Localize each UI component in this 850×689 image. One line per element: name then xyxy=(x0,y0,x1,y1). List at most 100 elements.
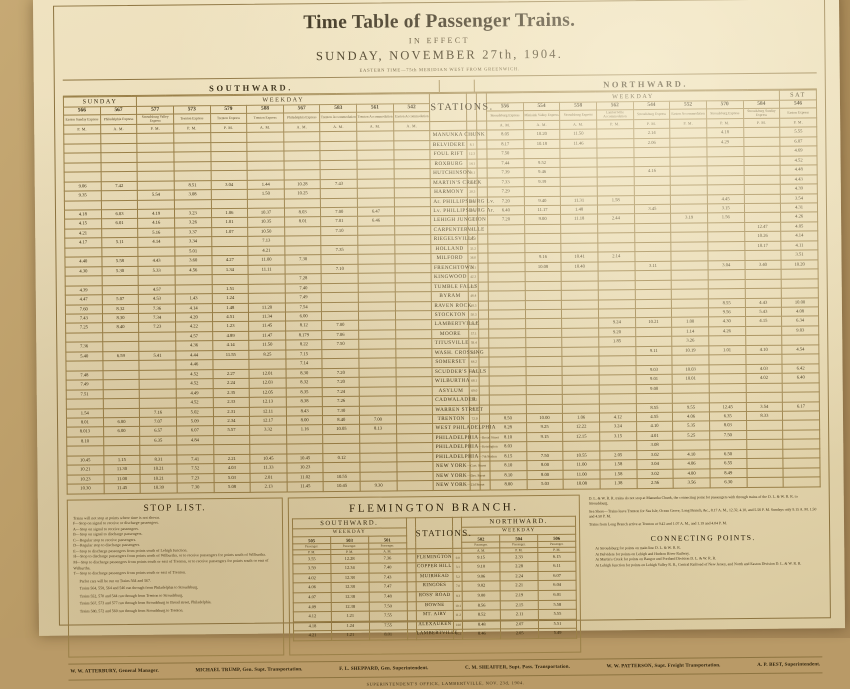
time-cell-south: 12.11 xyxy=(250,406,287,416)
time-cell-north xyxy=(634,148,671,158)
time-cell-south xyxy=(137,162,174,172)
flemington-time-north: 6.15 xyxy=(538,552,576,562)
time-cell-north: 10.03 xyxy=(672,365,709,375)
time-cell-south: 7.00 xyxy=(321,207,358,217)
time-cell-south: 7.43 xyxy=(65,314,102,324)
time-cell-north xyxy=(672,289,709,299)
time-cell-south: 8.32 xyxy=(286,378,323,388)
time-cell-north xyxy=(635,299,672,309)
time-cell-north xyxy=(709,364,746,374)
time-cell-south xyxy=(395,244,432,254)
time-cell-north: 11.31 xyxy=(561,196,598,206)
time-cell-north: 6.17 xyxy=(783,401,820,411)
official-name: W. W. PATTERSON, xyxy=(607,664,654,669)
time-cell-north xyxy=(744,194,781,204)
time-cell-north xyxy=(562,328,599,338)
flemington-time-south: 3.59 xyxy=(293,564,331,574)
time-cell-south: 4.44 xyxy=(176,350,213,360)
stop-list-note: Trains 552, 570 and 544 run through from… xyxy=(74,592,278,600)
time-cell-south xyxy=(395,292,432,302)
flemington-stopcode-south xyxy=(406,553,415,563)
time-cell-north xyxy=(525,328,562,338)
ampm-label-north: A. M. xyxy=(523,120,560,130)
flemington-panel: FLEMINGTON BRANCH. SOUTHWARD.STATIONS.NO… xyxy=(288,494,582,655)
time-cell-north xyxy=(598,280,635,290)
time-cell-south xyxy=(358,245,395,255)
time-cell-north: 8.10 xyxy=(490,470,527,480)
time-cell-north xyxy=(782,382,819,392)
time-cell-south xyxy=(284,151,321,161)
time-cell-south xyxy=(359,330,396,340)
time-cell-south xyxy=(101,172,138,182)
time-cell-north: 6.34 xyxy=(782,316,819,326)
time-cell-south xyxy=(66,399,103,409)
time-cell-south: 7.14 xyxy=(286,359,323,369)
time-cell-north: 4.54 xyxy=(782,345,819,355)
time-cell-south: 4.21 xyxy=(65,229,102,239)
code-unit xyxy=(477,121,487,131)
flemington-mileage: 5.2 xyxy=(453,572,462,582)
time-cell-north: 9.03 xyxy=(782,326,819,336)
stop-list-body: Trains will not stop at points where tim… xyxy=(68,514,283,615)
time-cell-south: 4.57 xyxy=(176,332,213,342)
time-cell-south: 12.01 xyxy=(249,369,286,379)
time-cell-south xyxy=(396,348,433,358)
time-cell-north: 10.08 xyxy=(563,479,600,489)
connecting-points-body: At Stroudsburg for points on main line D… xyxy=(585,544,821,568)
time-cell-north: 9.00 xyxy=(636,384,673,394)
time-cell-south xyxy=(394,131,431,141)
ampm-label-south: A. M. xyxy=(100,124,137,134)
time-cell-south xyxy=(140,398,177,408)
time-cell-north xyxy=(745,279,782,289)
time-cell-south xyxy=(395,263,432,273)
time-cell-north: 11.00 xyxy=(563,460,600,470)
station-stopcode xyxy=(477,168,487,178)
time-cell-south: 4.53 xyxy=(139,294,176,304)
time-cell-south xyxy=(247,151,284,161)
station-name: STOCKTON xyxy=(432,310,469,320)
time-cell-north: 9.40 xyxy=(524,196,561,206)
time-cell-north xyxy=(488,262,525,272)
time-cell-south xyxy=(322,302,359,312)
time-cell-south xyxy=(248,284,285,294)
time-cell-south: 3.37 xyxy=(175,228,212,238)
time-cell-north xyxy=(744,175,781,185)
time-cell-north: 9.55 xyxy=(673,402,710,412)
time-cell-north xyxy=(671,223,708,233)
time-cell-north xyxy=(745,354,782,364)
flemington-stopcode-south xyxy=(407,573,416,583)
time-cell-north: 8.00 xyxy=(490,480,527,490)
time-cell-north: 4.45 xyxy=(707,194,744,204)
time-cell-north: 4.43 xyxy=(745,298,782,308)
flemington-mileage: 7.0 xyxy=(453,582,462,592)
time-cell-south xyxy=(137,133,174,143)
time-cell-south xyxy=(396,415,433,425)
time-cell-north xyxy=(597,129,634,139)
flemington-station-name: MUIRHEAD xyxy=(416,572,454,582)
time-cell-north xyxy=(744,165,781,175)
time-cell-south xyxy=(359,377,396,387)
time-cell-north xyxy=(747,477,784,487)
official-title: Gen. Superintendent. xyxy=(381,666,429,671)
station-stopcode xyxy=(478,282,488,292)
time-cell-north xyxy=(743,137,780,147)
time-cell-north xyxy=(670,138,707,148)
time-cell-north xyxy=(526,442,563,452)
time-cell-north: 9.25 xyxy=(526,423,563,433)
station-name: WILBURTHA xyxy=(433,376,470,386)
station-stopcode xyxy=(477,140,487,150)
station-name: TUMBLE FALLS xyxy=(432,282,469,292)
official-entry: C. M. SHEAFFER, Supt. Pass. Transportati… xyxy=(465,664,570,670)
stop-list-note: Trains 580, 572 and 560 run through from… xyxy=(74,607,278,615)
time-cell-south xyxy=(397,452,434,462)
station-name: WASH. CROSSING xyxy=(432,348,469,358)
time-cell-north xyxy=(562,290,599,300)
time-cell-south: 2.33 xyxy=(213,397,250,407)
flemington-time-south: 3.55 xyxy=(293,554,331,564)
time-cell-south xyxy=(213,435,250,445)
time-cell-north: 4.26 xyxy=(709,326,746,336)
time-cell-north: 4.03 xyxy=(746,364,783,374)
station-mileage: 57.1 xyxy=(469,329,479,339)
station-name: HARMONY xyxy=(431,187,468,197)
time-cell-north xyxy=(746,383,783,393)
